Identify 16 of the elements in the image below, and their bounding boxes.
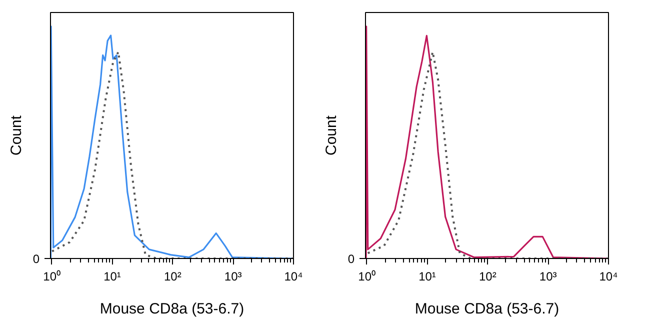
- x-tick-label: 10³: [539, 270, 557, 284]
- x-axis-title: Mouse CD8a (53-6.7): [100, 300, 244, 318]
- text: 0: [348, 252, 355, 266]
- x-tick-label: 10¹: [418, 270, 436, 284]
- x-tick-label: 10³: [224, 270, 242, 284]
- x-tick-label: 10²: [479, 270, 496, 284]
- x-tick-label: 10⁰: [358, 270, 376, 284]
- y-axis-title: Count: [8, 114, 25, 156]
- y-axis-title: Count: [322, 114, 340, 156]
- x-tick-label: 10⁴: [599, 270, 618, 284]
- text: 0: [32, 252, 40, 266]
- x-axis-title: Mouse CD8a (53-6.7): [414, 300, 560, 318]
- x-tick-label: 10⁴: [284, 270, 303, 284]
- x-tick-label: 10⁰: [43, 270, 61, 284]
- x-tick-label: 10¹: [104, 270, 121, 284]
- x-tick-label: 10²: [164, 270, 182, 284]
